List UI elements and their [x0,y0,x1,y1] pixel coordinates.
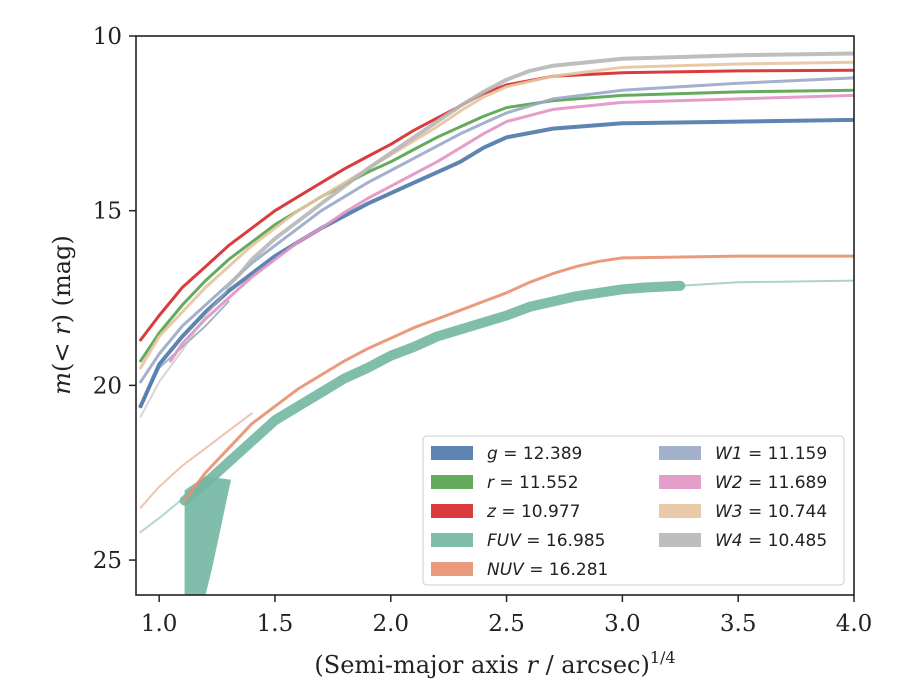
legend-swatch-w4 [659,533,701,547]
y-tick-label: 20 [93,373,122,399]
legend-box [422,435,845,586]
series-fuv-faint-start [139,496,186,534]
plot-frame [135,35,855,596]
series-w2-line [169,93,854,363]
legend-entry-nuv: NUV = 16.281 [431,560,608,580]
series-fuv-faint-end [679,279,854,287]
legend-swatch-nuv [431,562,473,576]
legend-entry-z: z = 10.977 [431,502,580,522]
legend-label-z: z = 10.977 [486,502,580,522]
legend-entry-fuv: FUV = 16.985 [431,531,605,551]
series-w4-line [224,51,854,290]
series-nuv-line [183,254,854,503]
legend-entry-r: r = 11.552 [431,473,579,493]
series-nuv-faint-start [139,412,253,509]
legend-swatch-r [431,475,473,489]
x-axis-ticks: 1.0 1.5 2.0 2.5 3.0 3.5 4.0 [141,595,872,637]
legend-swatch-w3 [659,504,701,518]
legend-entry-g: g = 12.389 [431,444,582,464]
legend-label-w4: W4 = 10.485 [715,531,827,551]
series-layer [138,51,854,534]
legend-swatch-fuv [431,533,473,547]
series-w4-faint-start [139,290,228,418]
y-axis-ticks: 10 15 20 25 [93,24,136,574]
legend-label-nuv: NUV = 16.281 [487,560,608,580]
series-fuv-line [179,280,686,506]
y-tick-label: 25 [93,548,122,574]
legend-entry-w3: W3 = 10.744 [659,502,827,522]
x-tick-label: 1.0 [141,611,178,637]
legend-swatch-g [431,446,473,460]
x-tick-label: 4.0 [836,611,873,637]
legend-label-r: r = 11.552 [487,473,579,493]
legend-swatch-w2 [659,475,701,489]
y-tick-label: 15 [93,199,122,225]
x-tick-label: 2.5 [488,611,525,637]
legend-entry-w1: W1 = 11.159 [659,444,827,464]
x-tick-label: 1.5 [257,611,294,637]
x-tick-label: 3.5 [720,611,757,637]
legend: g = 12.389 r = 11.552 z = 10.977 FUV = 16.9… [422,435,845,586]
series-fuv-tail [184,476,231,595]
y-tick-label: 10 [93,24,122,50]
fuv-tail-layer [184,476,231,595]
legend-label-w1: W1 = 11.159 [715,444,827,464]
x-tick-label: 3.0 [604,611,641,637]
y-axis-label: m(< r) (mag) [48,235,76,395]
legend-swatch-w1 [659,446,701,460]
legend-label-fuv: FUV = 16.985 [487,531,605,551]
x-tick-label: 2.0 [372,611,409,637]
legend-label-w3: W3 = 10.744 [715,502,827,522]
legend-swatch-z [431,504,473,518]
x-axis-label: (Semi-major axis r / arcsec)1/4 [314,648,675,679]
legend-entry-w4: W4 = 10.485 [659,531,827,551]
legend-entry-w2: W2 = 11.689 [659,473,827,493]
legend-label-g: g = 12.389 [487,444,582,464]
series-w1-line [139,76,854,384]
legend-label-w2: W2 = 11.689 [715,473,827,493]
